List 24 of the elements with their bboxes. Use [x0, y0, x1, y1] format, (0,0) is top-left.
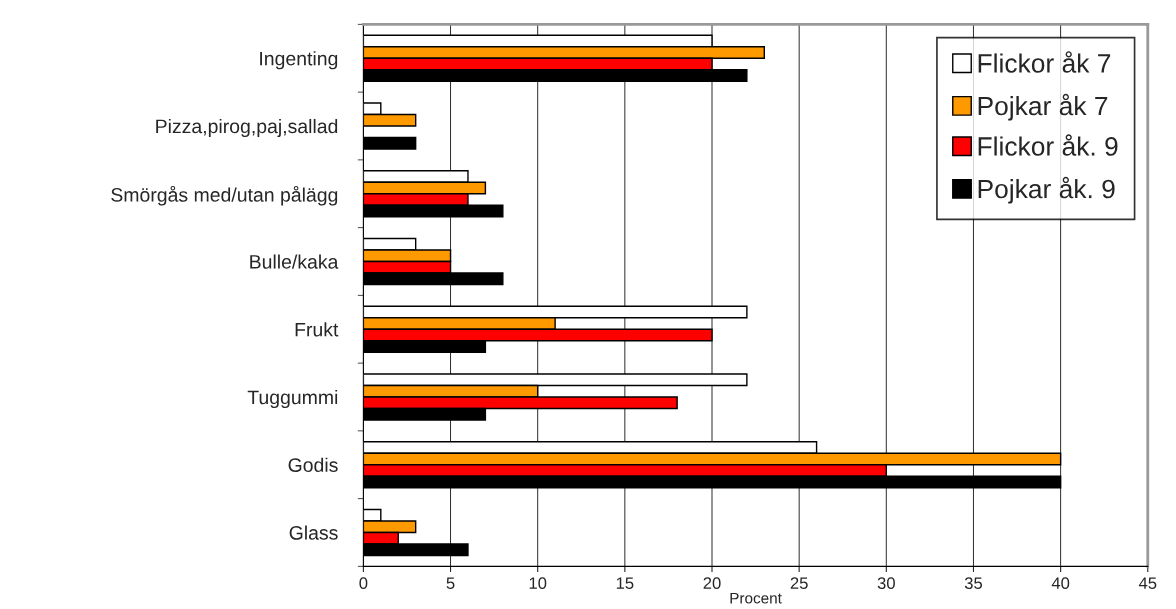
legend-label: Flickor åk 7	[978, 51, 1111, 73]
x-tick-label: 45	[1138, 577, 1157, 590]
legend-label: Flickor åk. 9	[978, 134, 1118, 156]
x-tick-label: 40	[1051, 577, 1070, 590]
x-tick-label: 35	[964, 577, 983, 590]
y-tick-label: Tuggummi	[247, 389, 338, 409]
y-tick-label: Pizza,pirog,paj,sallad	[156, 118, 338, 138]
y-tick-label: Godis	[288, 457, 338, 472]
x-tick-label: 20	[703, 577, 721, 590]
x-tick-label: 5	[446, 577, 455, 590]
x-axis-title: Procent	[730, 592, 782, 604]
y-tick-label: Frukt	[295, 322, 339, 337]
bar	[363, 136, 417, 150]
x-tick-label: 15	[616, 577, 634, 590]
y-tick-label: Bulle/kaka	[250, 254, 339, 269]
y-tick-label: Ingenting	[260, 51, 338, 70]
legend-label: Pojkar åk 7	[978, 93, 1108, 121]
x-tick-label: 25	[790, 577, 808, 590]
y-tick-label: Smörgås med/utan pålägg	[111, 185, 338, 206]
x-tick-label: 0	[359, 577, 368, 590]
legend-label: Pojkar åk. 9	[978, 176, 1115, 204]
x-tick-label: 10	[529, 577, 547, 590]
y-tick-label: Glass	[289, 525, 338, 540]
x-tick-label: 30	[877, 577, 895, 590]
